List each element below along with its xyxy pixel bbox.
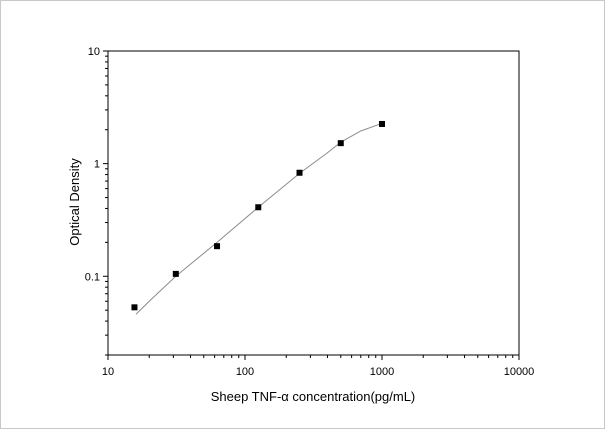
data-point — [172, 270, 179, 277]
data-point — [296, 169, 303, 176]
data-point — [337, 140, 344, 147]
x-tick-label: 10000 — [504, 366, 535, 378]
x-tick-label: 10 — [102, 366, 114, 378]
x-tick-label: 100 — [236, 366, 254, 378]
y-tick-label: 10 — [88, 46, 100, 58]
y-axis: 0.1 1 10 — [85, 46, 108, 356]
data-points — [131, 120, 385, 311]
fit-curve — [135, 122, 383, 315]
data-point — [131, 304, 138, 311]
data-point — [379, 120, 385, 127]
y-tick-label: 1 — [94, 159, 100, 171]
y-tick-label: 0.1 — [85, 271, 100, 283]
y-axis-label: Optical Density — [67, 158, 82, 246]
x-tick-label: 1000 — [370, 366, 394, 378]
x-axis: 10 100 1000 10000 — [102, 355, 534, 378]
plot-area — [107, 50, 520, 356]
data-point — [214, 243, 221, 250]
data-point — [255, 204, 262, 211]
x-axis-label: Sheep TNF-α concentration(pg/mL) — [211, 389, 416, 404]
